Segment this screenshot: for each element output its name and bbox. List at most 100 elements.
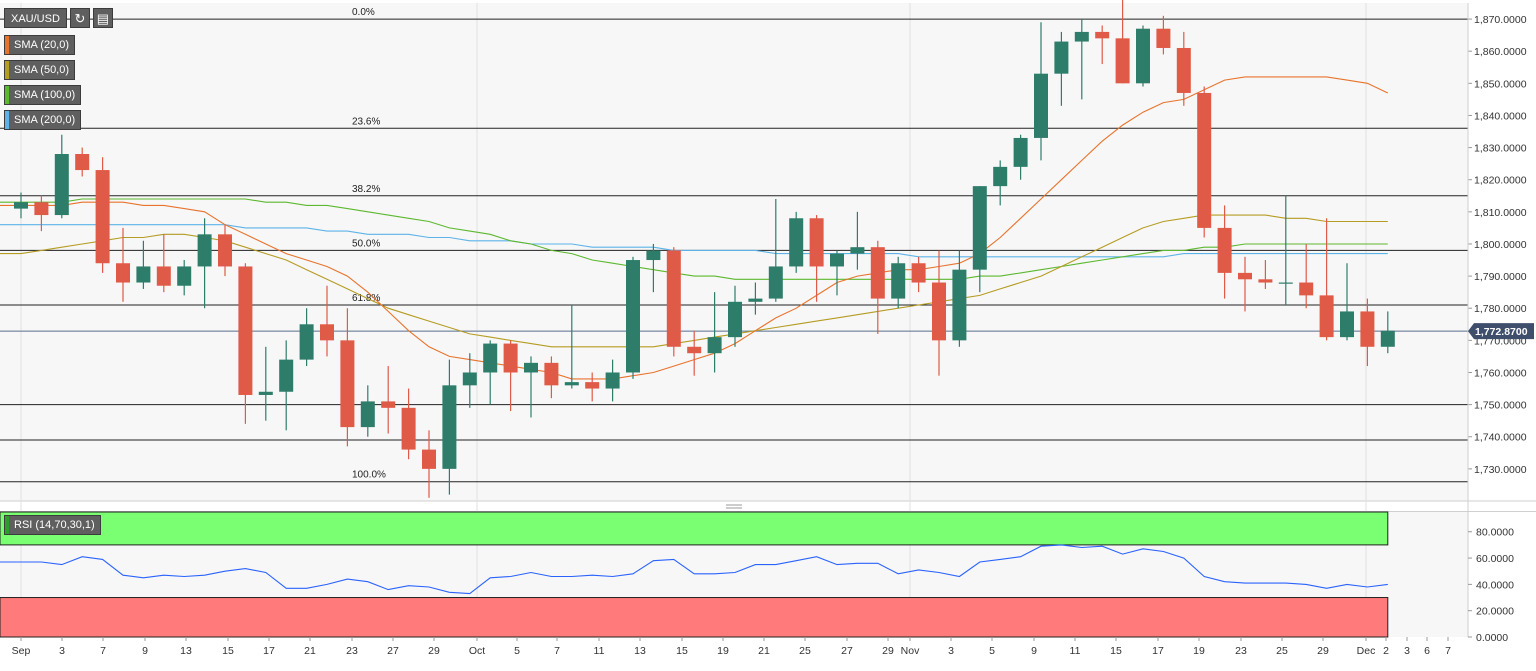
rsi-overbought-zone [0,511,1389,546]
candle [299,308,314,367]
sma200-line [0,224,1388,258]
x-tick-label: 3 [948,645,954,657]
candle-body [585,382,600,389]
rsi-y-tick-label: 60.0000 [1476,553,1514,565]
rsi-y-tick-label: 0.0000 [1476,632,1508,644]
candle-body [748,298,763,302]
legend-sma200[interactable]: SMA (200,0) [4,110,82,130]
candle [911,256,926,293]
candle-body [1319,295,1334,338]
candle [972,186,987,293]
candle-body [850,247,865,254]
candle-body [442,385,457,469]
candle [75,147,90,177]
candle-body [666,250,681,347]
rsi-oversold-zone [0,597,1389,638]
fib-level-label: 23.6% [352,116,380,127]
legend-sma20[interactable]: SMA (20,0) [4,35,76,55]
y-tick-label: 1,860.0000 [1474,46,1527,58]
legend-sma100[interactable]: SMA (100,0) [4,85,82,105]
candle-body [993,166,1008,187]
candle-body [1360,311,1375,347]
refresh-icon[interactable]: ↻ [69,8,90,28]
y-tick-label: 1,760.0000 [1474,367,1527,379]
candle-body [238,266,253,395]
legend-label: SMA (20,0) [14,39,70,51]
candle [1136,25,1150,87]
candle [585,372,600,402]
x-tick-label: 17 [263,645,275,657]
candle [136,240,151,289]
candle-body [1054,41,1069,74]
candle-body [707,337,722,354]
candle-body [626,260,640,373]
x-tick-label: 5 [514,645,520,657]
x-tick-label: Dec [1357,645,1376,657]
candle-body [1176,47,1191,93]
candle [666,247,681,357]
legend-rsi[interactable]: RSI (14,70,30,1) [4,515,101,535]
candle [564,305,579,389]
x-tick-label: 11 [594,645,605,657]
candle-body [1156,28,1171,48]
candle [891,256,906,309]
candle [1197,86,1212,238]
candle [238,263,253,424]
candle [1013,134,1028,180]
x-tick-label: 7 [554,645,560,657]
candle-body [830,253,844,267]
candle-body [54,154,69,216]
candle-body [768,266,783,299]
x-tick-label: 19 [1193,645,1205,657]
candle [870,240,885,334]
x-tick-label: Nov [901,645,920,657]
candle-body [1299,282,1314,296]
y-tick-label: 1,820.0000 [1474,175,1527,187]
x-tick-label: 25 [799,645,811,657]
candle-body [728,301,742,338]
x-tick-label: 15 [1110,645,1122,657]
candle [503,340,518,412]
candle-body [1095,31,1110,39]
candle [340,308,355,447]
candle-body [279,359,294,392]
legend-swatch [5,111,9,129]
candle-body [381,401,396,408]
candle-body [340,340,355,428]
current-price-tag: 1,772.8700 [1468,323,1534,340]
candle [1217,205,1232,299]
x-tick-label: 19 [717,645,729,657]
legend-sma50[interactable]: SMA (50,0) [4,60,76,80]
candle [116,227,130,302]
candle [462,353,477,408]
legend-label: RSI (14,70,30,1) [14,519,95,531]
candle [177,260,192,296]
symbol-label[interactable]: XAU/USD [4,8,67,28]
rsi-y-tick-label: 20.0000 [1476,606,1514,618]
x-tick-label: 2 [1383,645,1389,657]
candle-body [177,266,192,286]
calendar-icon[interactable]: ▤ [92,8,113,28]
candle [1115,0,1130,84]
x-tick-label: 13 [180,645,192,657]
candle [1074,19,1089,100]
y-tick-label: 1,740.0000 [1474,432,1527,444]
y-tick-label: 1,790.0000 [1474,271,1527,283]
candle [605,359,620,402]
fib-level-label: 0.0% [352,7,375,18]
candle-body [1217,227,1232,273]
x-tick-label: 15 [676,645,688,657]
legend-label: SMA (50,0) [14,64,70,76]
x-tick-label: 25 [1276,645,1288,657]
candle [54,134,69,219]
candle-body [14,202,28,209]
candle [1238,256,1252,312]
legend-label: SMA (100,0) [14,89,76,101]
candle-body [809,218,824,267]
x-tick-label: 21 [304,645,316,657]
x-tick-label: 29 [428,645,440,657]
y-tick-label: 1,730.0000 [1474,464,1527,476]
candle [707,292,722,373]
x-tick-label: 11 [1070,645,1081,657]
